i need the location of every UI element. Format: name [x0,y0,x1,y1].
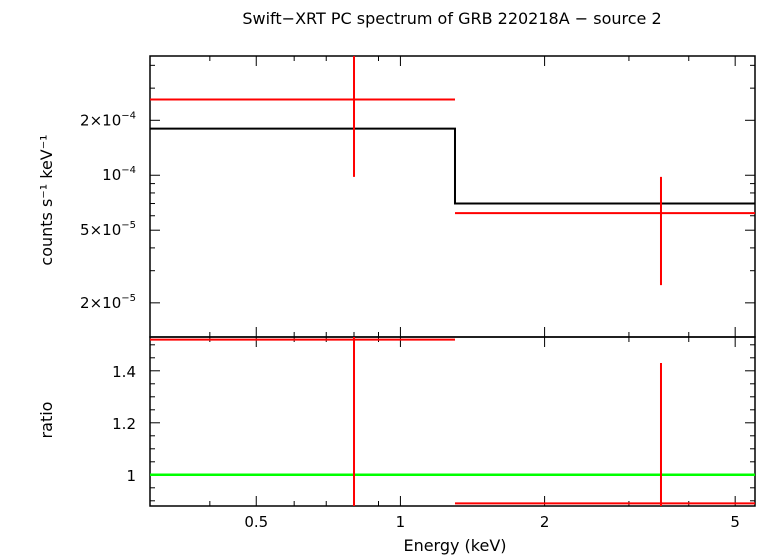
bottom-y-axis-label: ratio [37,402,56,439]
y-tick-label: 5×10−5 [80,220,136,239]
x-tick-label: 1 [396,513,406,531]
y-tick-label: 10−4 [102,165,136,184]
y-tick-label: 1.4 [112,363,136,381]
x-tick-label: 5 [730,513,740,531]
model-step-line [150,127,755,205]
top-panel-frame [149,55,756,338]
bottom-panel-frame [149,336,756,507]
x-tick-label: 0.5 [244,513,268,531]
y-tick-label: 1.2 [112,415,136,433]
spectrum-panel: 2×10−5 5×10−5 10−4 2×10−4 [80,55,756,338]
chart-title: Swift−XRT PC spectrum of GRB 220218A − s… [242,9,661,28]
y-tick-label: 1 [126,467,136,485]
y-tick-label: 2×10−5 [80,293,136,312]
x-tick-label: 2 [540,513,550,531]
y-tick-label: 2×10−4 [80,110,136,129]
top-y-axis-label: counts s⁻¹ keV⁻¹ [37,134,56,265]
x-axis-label: Energy (keV) [403,536,506,555]
ratio-panel: 0.5 1 2 5 1 1.2 1.4 [112,336,756,531]
